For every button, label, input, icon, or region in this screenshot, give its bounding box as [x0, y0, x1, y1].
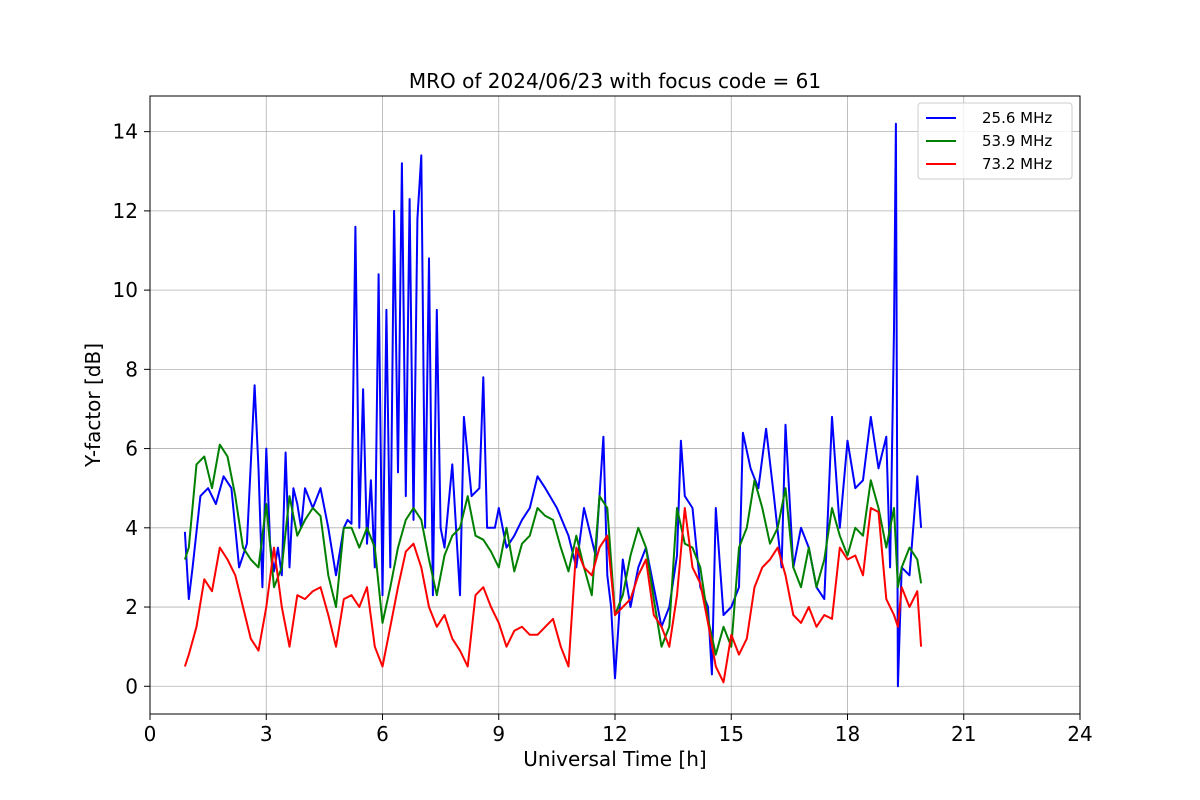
x-tick-label: 6 [376, 722, 389, 746]
series-line-73-2-mhz [183, 507, 923, 684]
y-tick-label: 0 [125, 674, 138, 698]
x-tick-label: 3 [260, 722, 273, 746]
grid [149, 96, 1081, 714]
x-tick-label: 0 [144, 722, 157, 746]
x-tick-label: 12 [602, 722, 627, 746]
series-lines [183, 122, 923, 688]
legend-label-53-9: 53.9 MHz [982, 132, 1052, 150]
series-line-53-9-mhz [183, 443, 923, 656]
y-tick-label: 2 [125, 595, 138, 619]
x-axis-label: Universal Time [h] [523, 747, 706, 771]
y-axis-label: Y-factor [dB] [81, 343, 105, 468]
y-tick-label: 8 [125, 357, 138, 381]
y-tick-label: 4 [125, 516, 138, 540]
legend-label-73-2: 73.2 MHz [982, 155, 1052, 173]
chart-title: MRO of 2024/06/23 with focus code = 61 [409, 69, 821, 93]
y-tick-label: 12 [113, 199, 138, 223]
legend: 25.6 MHz 53.9 MHz 73.2 MHz [917, 102, 1073, 180]
series-line-25-6-mhz [183, 122, 923, 688]
y-tick-label: 14 [113, 120, 138, 144]
y-tick-label: 10 [113, 278, 138, 302]
x-tick-label: 18 [835, 722, 860, 746]
x-tick-label: 9 [492, 722, 505, 746]
legend-label-25-6: 25.6 MHz [982, 109, 1052, 127]
x-tick-label: 21 [951, 722, 976, 746]
legend-frame [917, 102, 1073, 180]
y-tick-label: 6 [125, 437, 138, 461]
x-tick-label: 24 [1067, 722, 1092, 746]
x-tick-label: 15 [719, 722, 744, 746]
